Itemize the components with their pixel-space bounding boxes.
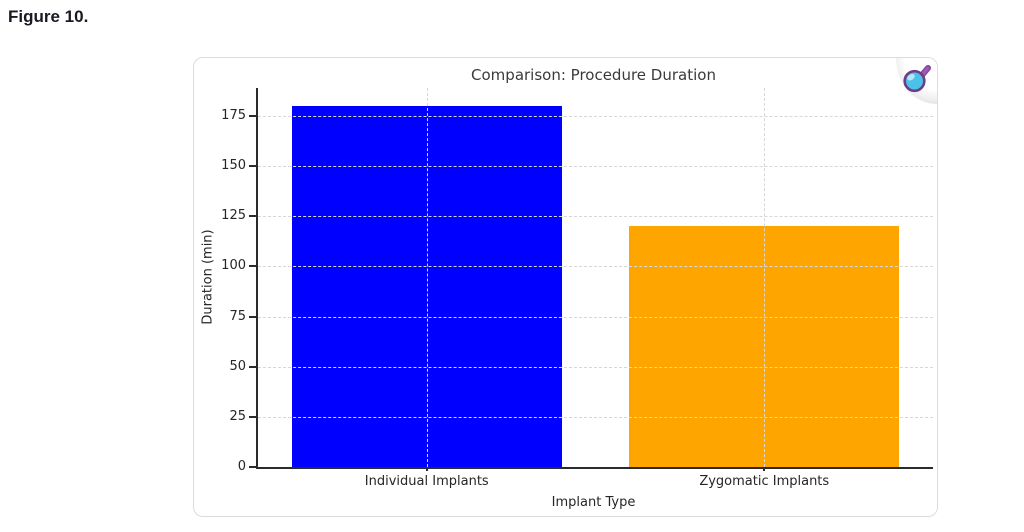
y-tick-label: 100 — [221, 258, 246, 274]
y-tick-mark — [249, 115, 256, 118]
y-gridline — [258, 166, 933, 168]
y-gridline — [258, 366, 933, 368]
x-tick-mark — [763, 467, 766, 471]
y-tick-mark — [249, 415, 256, 418]
x-tick-label: Zygomatic Implants — [699, 474, 830, 489]
y-tick-mark — [249, 466, 256, 468]
y-gridline — [258, 416, 933, 418]
chart-card: Comparison: Procedure Duration Duration … — [193, 57, 938, 517]
y-axis-label: Duration (min) — [200, 229, 216, 325]
y-tick-mark — [249, 265, 256, 268]
y-tick-label: 0 — [237, 458, 246, 474]
plot-area: 0 25 50 75 100 125 150 175 Individual Implants Zy… — [221, 88, 933, 489]
y-tick-mark — [249, 215, 256, 218]
x-gridline — [764, 88, 766, 467]
y-tick-label: 125 — [221, 208, 246, 224]
zoom-button[interactable] — [896, 58, 937, 104]
y-gridline — [258, 316, 933, 318]
x-tick-mark — [425, 467, 428, 471]
y-gridline — [258, 116, 933, 118]
chart-title: Comparison: Procedure Duration — [471, 66, 716, 84]
y-tick-mark — [249, 165, 256, 168]
y-tick-label: 25 — [229, 408, 246, 424]
y-tick-label: 50 — [229, 358, 246, 374]
y-tick-label: 175 — [221, 107, 246, 123]
x-tick-label: Individual Implants — [364, 474, 489, 489]
magnifier-icon — [903, 65, 931, 93]
x-gridline — [426, 88, 428, 467]
y-tick-mark — [249, 365, 256, 368]
y-tick-mark — [249, 315, 256, 318]
y-tick-label: 75 — [229, 308, 246, 324]
y-tick-label: 150 — [221, 157, 246, 173]
x-axis-label: Implant Type — [551, 495, 636, 510]
figure-label: Figure 10. — [8, 7, 89, 26]
y-gridline — [258, 216, 933, 218]
y-gridline — [258, 266, 933, 268]
